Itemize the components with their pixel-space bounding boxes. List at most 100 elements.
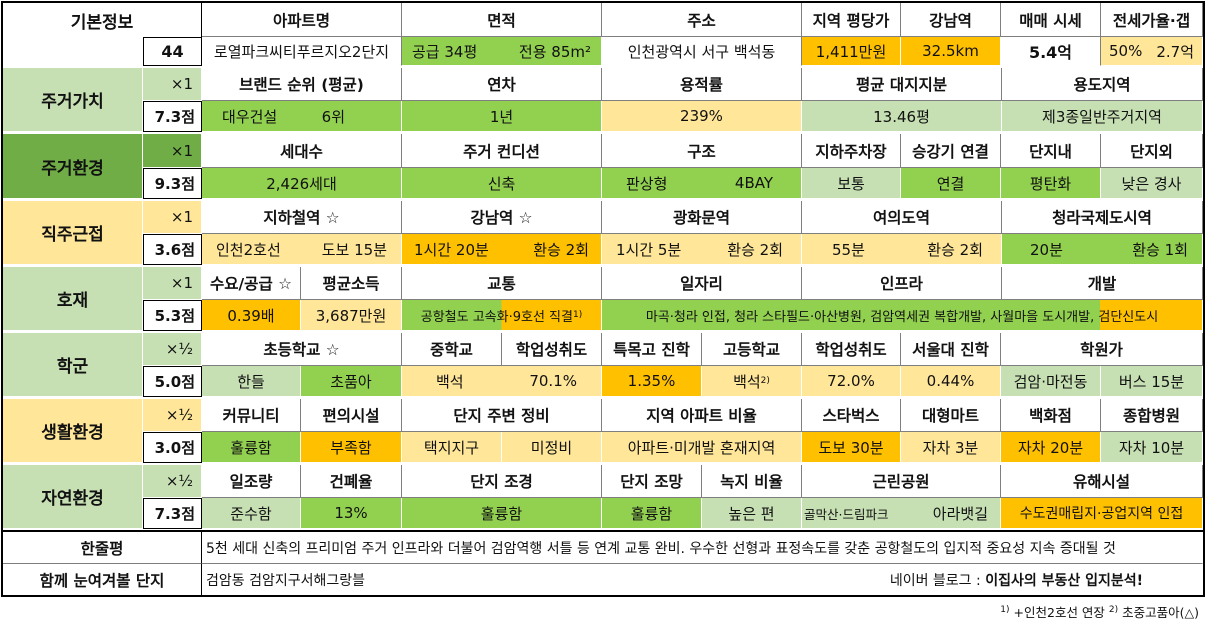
gangnam-distance: 32.5km [901,37,1001,66]
header-view: 단지 조망 [602,465,702,498]
cheongna-value: 20분 환승 1회 [1002,234,1203,265]
multiplier-commute: ×1 [143,201,202,234]
header-inside: 단지내 [1001,134,1101,168]
blog-credit: 네이버 블로그 : 이집사의 부동산 입지분석! [842,564,1203,595]
sale-price: 5.4억 [1001,37,1101,66]
income-value: 3,687만원 [301,300,402,331]
snu-value: 0.44% [901,366,1001,397]
section-label-living-value: 주거가치 [3,68,143,132]
header-mart: 대형마트 [901,399,1001,432]
related-text: 검암동 검암지구서해그랑블 [202,564,842,595]
header-coverage: 건폐율 [301,465,402,498]
hazard-value: 수도권매립지·공업지역 인접 [1001,498,1203,529]
multiplier-school: ×½ [143,333,202,366]
footnote-2-text: 초중고품아(△) [1118,605,1199,620]
area-exclusive: 전용 85m² [518,42,591,61]
header-subway: 지하철역 ☆ [202,201,402,234]
score-school: 5.0점 [143,366,202,397]
elevator-value: 연결 [901,168,1001,199]
elementary-badge: 초품아 [301,366,402,397]
header-landscape: 단지 조경 [402,465,602,498]
subway-value: 인천2호선 도보 15분 [202,234,402,265]
related-label: 함께 눈여겨볼 단지 [3,564,202,595]
middle-name: 백석 [436,372,464,391]
blog-name: 이집사의 부동산 입지분석! [985,572,1143,589]
header-outside: 단지외 [1101,134,1203,168]
header-condition: 주거 컨디션 [402,134,602,168]
jeonse-ratio: 50% [1109,42,1143,60]
header-address: 주소 [602,3,802,37]
green-ratio-value: 높은 편 [702,498,802,529]
section-label-school: 학군 [3,333,143,397]
structure-value: 판상형 4BAY [602,168,802,199]
brand-name: 대우건설 [222,107,278,126]
header-jobs: 일자리 [602,267,802,300]
header-parking: 지하주차장 [802,134,901,168]
apt-name: 로열파크씨티푸르지오2단지 [202,37,402,66]
high-achievement-value: 72.0% [802,366,901,397]
surroundings-type: 택지지구 [402,432,502,463]
header-elementary: 초등학교 ☆ [202,333,402,366]
special-high-value: 1.35% [602,366,702,397]
header-high-achievement: 학업성취도 [802,333,901,366]
section-divider [3,530,1203,532]
header-gangnam-station: 강남역 ☆ [402,201,602,234]
header-high: 고등학교 [702,333,802,366]
academy-area: 검암·마전동 [1001,366,1101,397]
academy-bus: 버스 15분 [1101,366,1203,397]
footnote-1-text: +인천2호선 연장 [1009,605,1109,620]
section-label-development: 호재 [3,267,143,331]
header-age: 연차 [402,68,602,101]
parking-value: 보통 [802,168,901,199]
brand-rank-value: 대우건설 6위 [202,101,402,132]
structure-bay: 4BAY [734,174,773,192]
gangnam-transfer: 환승 2회 [533,240,589,259]
brand-rank: 6위 [321,107,345,126]
header-surroundings: 단지 주변 정비 [402,399,602,432]
structure-type: 판상형 [626,174,668,193]
zoning-value: 제3종일반주거지역 [1002,101,1203,132]
yeouido-transfer: 환승 2회 [927,240,983,259]
starbucks-value: 도보 30분 [802,432,901,463]
gangnam-commute-value: 1시간 20분 환승 2회 [402,234,602,265]
households-value: 2,426세대 [202,168,402,199]
far-value: 239% [602,101,802,132]
header-structure: 구조 [602,134,802,168]
section-label-commute: 직주근접 [3,201,143,265]
multiplier-development: ×1 [143,267,202,300]
subway-line: 인천2호선 [216,240,281,259]
header-gangnam: 강남역 [901,3,1001,37]
summary-label: 한줄평 [3,532,202,564]
mart-value: 자차 3분 [901,432,1001,463]
header-apt-name: 아파트명 [202,3,402,37]
yeouido-value: 55분 환승 2회 [802,234,1002,265]
outside-value: 낮은 경사 [1101,168,1203,199]
landscape-value: 훌륭함 [402,498,602,529]
age-value: 1년 [402,101,602,132]
footnote-1-marker: 1) [1000,604,1010,615]
condition-value: 신축 [402,168,602,199]
score-commute: 3.6점 [143,234,202,265]
basic-info-number: 44 [143,37,202,66]
header-jeonse: 전세가율·갭 [1101,3,1203,37]
jobs-infra-dev-value: 마곡·청라 인접, 청라 스타필드·아산병원, 검암역세권 복합개발, 사월마을… [602,300,1203,331]
header-area: 면적 [402,3,602,37]
header-far: 용적률 [602,68,802,101]
high-name: 백석 2) [702,366,802,397]
gwanghwamun-value: 1시간 5분 환승 2회 [602,234,802,265]
blog-prefix: 네이버 블로그 : [889,572,986,589]
summary-text: 5천 세대 신축의 프리미엄 주거 인프라와 더불어 검암역행 서틀 등 연계 … [202,532,1203,564]
address: 인천광역시 서구 백석동 [602,37,802,66]
basic-info-spacer [3,37,143,66]
header-green-ratio: 녹지 비율 [702,465,802,498]
header-starbucks: 스타벅스 [802,399,901,432]
header-convenience: 편의시설 [301,399,402,432]
multiplier-nature-env: ×½ [143,465,202,498]
sunlight-value: 준수함 [202,498,301,529]
cheongna-time: 20분 [1030,240,1063,259]
view-value: 훌륭함 [602,498,702,529]
score-life-env: 3.0점 [143,432,202,463]
header-income: 평균소득 [301,267,402,300]
score-living-env: 9.3점 [143,168,202,199]
gwanghwamun-time: 1시간 5분 [616,240,682,259]
